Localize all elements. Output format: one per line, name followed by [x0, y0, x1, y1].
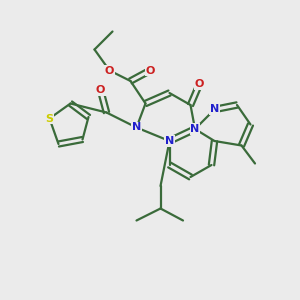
Text: O: O — [105, 65, 114, 76]
Text: N: N — [165, 136, 174, 146]
Text: N: N — [190, 124, 200, 134]
Text: S: S — [46, 113, 53, 124]
Text: O: O — [195, 79, 204, 89]
Text: N: N — [132, 122, 141, 133]
Text: O: O — [145, 65, 155, 76]
Text: N: N — [210, 104, 219, 115]
Text: O: O — [96, 85, 105, 95]
